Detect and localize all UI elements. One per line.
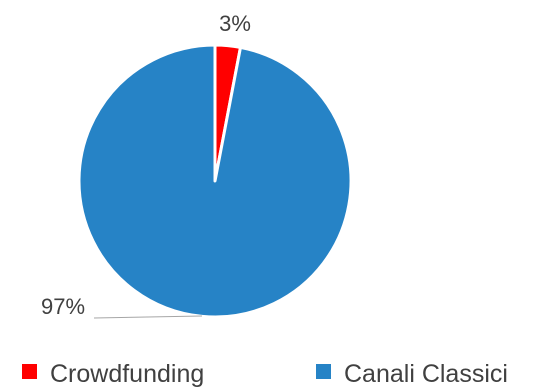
leader-line-canali-classici <box>93 315 203 319</box>
pie-slices <box>77 43 353 319</box>
legend: Crowdfunding Canali Classici <box>22 360 508 388</box>
leader-lines <box>93 315 203 319</box>
legend-swatch-canali-classici <box>316 364 331 379</box>
pie-slice-canali-classici <box>77 43 353 319</box>
data-label-crowdfunding: 3% <box>219 11 251 36</box>
legend-swatch-crowdfunding <box>22 364 37 379</box>
legend-label-canali-classici: Canali Classici <box>344 360 508 388</box>
data-labels: 3% 97% <box>41 11 251 319</box>
legend-label-crowdfunding: Crowdfunding <box>50 360 204 388</box>
data-label-canali-classici: 97% <box>41 294 85 319</box>
